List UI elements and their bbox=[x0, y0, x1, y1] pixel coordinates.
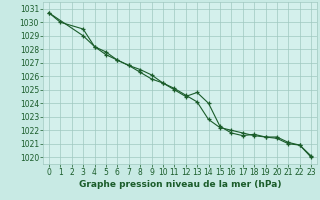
X-axis label: Graphe pression niveau de la mer (hPa): Graphe pression niveau de la mer (hPa) bbox=[79, 180, 281, 189]
